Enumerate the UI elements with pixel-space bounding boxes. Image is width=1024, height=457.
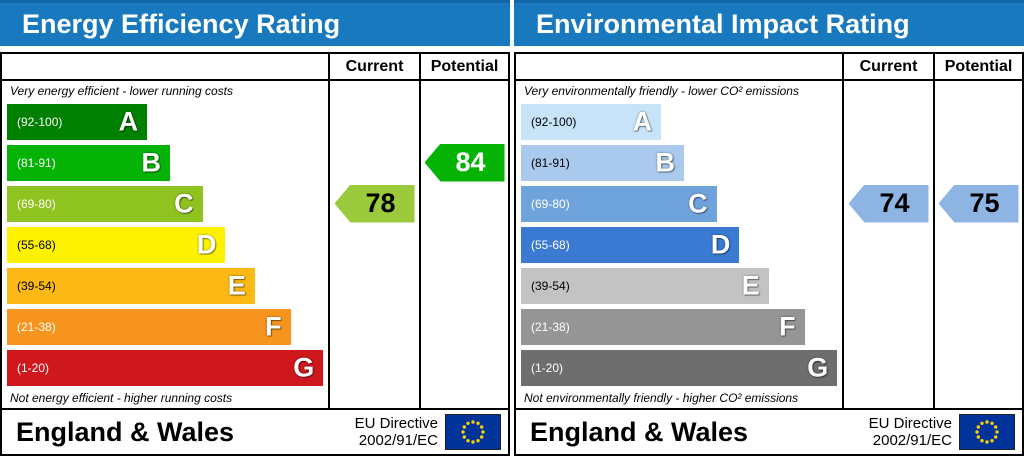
environmental-band-f: (21-38) F: [521, 308, 805, 345]
energy-band-row-b: (81-91) B 84: [2, 142, 508, 183]
environmental-potential-arrow: 75: [938, 184, 1019, 223]
eu-directive-label: EU Directive 2002/91/EC: [354, 414, 438, 449]
environmental-header-row: Current Potential: [516, 54, 1022, 81]
energy-band-f: (21-38) F: [7, 308, 291, 345]
environmental-band-row-d: (55-68) D: [516, 224, 1022, 265]
energy-panel-title: Energy Efficiency Rating: [0, 0, 510, 46]
energy-band-row-g: (1-20) G: [2, 347, 508, 388]
environmental-band-row-a: (92-100) A: [516, 101, 1022, 142]
band-range: (81-91): [17, 155, 56, 170]
band-range: (21-38): [531, 319, 570, 334]
energy-footer: England & Wales EU Directive 2002/91/EC: [2, 408, 508, 454]
environmental-band-a: (92-100) A: [521, 103, 662, 140]
environmental-band-row-c: (69-80) C 74 75: [516, 183, 1022, 224]
energy-caption-bottom-row: Not energy efficient - higher running co…: [2, 388, 508, 408]
band-letter: E: [741, 270, 760, 300]
energy-band-e: (39-54) E: [7, 267, 255, 304]
region-label: England & Wales: [530, 416, 749, 447]
environmental-band-g: (1-20) G: [521, 349, 838, 386]
band-letter: A: [632, 106, 653, 136]
environmental-band-e: (39-54) E: [521, 267, 769, 304]
environmental-footer: England & Wales EU Directive 2002/91/EC: [516, 408, 1022, 454]
energy-band-row-a: (92-100) A: [2, 101, 508, 142]
energy-band-row-f: (21-38) F: [2, 306, 508, 347]
environmental-band-row-f: (21-38) F: [516, 306, 1022, 347]
environmental-band-row-b: (81-91) B: [516, 142, 1022, 183]
environmental-band-c: (69-80) C: [521, 185, 717, 222]
energy-band-row-d: (55-68) D: [2, 224, 508, 265]
environmental-header-spacer: [516, 54, 844, 79]
region-label: England & Wales: [16, 416, 235, 447]
environmental-table: Current Potential Very environmentally f…: [514, 52, 1024, 456]
environmental-caption-top: Very environmentally friendly - lower CO…: [516, 81, 844, 101]
band-range: (69-80): [17, 196, 56, 211]
eu-directive-label: EU Directive 2002/91/EC: [868, 414, 952, 449]
band-range: (81-91): [531, 155, 570, 170]
energy-band-row-e: (39-54) E: [2, 265, 508, 306]
eu-flag-icon: [959, 414, 1015, 450]
band-letter: A: [118, 106, 139, 136]
energy-band-d: (55-68) D: [7, 226, 226, 263]
band-letter: B: [141, 147, 162, 177]
energy-current-arrow: 78: [334, 184, 415, 223]
environmental-caption-bottom: Not environmentally friendly - higher CO…: [516, 388, 844, 408]
band-range: (21-38): [17, 319, 56, 334]
band-letter: F: [779, 311, 796, 341]
energy-caption-bottom: Not energy efficient - higher running co…: [2, 388, 330, 408]
environmental-potential-header: Potential: [933, 54, 1022, 79]
band-letter: G: [807, 352, 829, 382]
energy-band-row-c: (69-80) C 78: [2, 183, 508, 224]
environmental-current-header: Current: [859, 57, 918, 75]
environmental-impact-panel: Environmental Impact Rating Current Pote…: [514, 0, 1024, 456]
environmental-band-d: (55-68) D: [521, 226, 740, 263]
environmental-caption-bottom-row: Not environmentally friendly - higher CO…: [516, 388, 1022, 408]
environmental-panel-title: Environmental Impact Rating: [514, 0, 1024, 46]
band-range: (92-100): [17, 114, 63, 129]
environmental-caption-top-row: Very environmentally friendly - lower CO…: [516, 81, 1022, 101]
band-letter: F: [265, 311, 282, 341]
energy-potential-header: Potential: [419, 54, 508, 79]
energy-current-header: Current: [345, 57, 404, 75]
band-range: (55-68): [17, 237, 56, 252]
energy-caption-top-row: Very energy efficient - lower running co…: [2, 81, 508, 101]
band-range: (39-54): [531, 278, 570, 293]
environmental-band-b: (81-91) B: [521, 144, 684, 181]
band-range: (1-20): [531, 360, 564, 375]
energy-header-spacer: [2, 54, 330, 79]
energy-caption-top: Very energy efficient - lower running co…: [2, 81, 330, 101]
energy-band-g: (1-20) G: [7, 349, 324, 386]
eu-flag-icon: [445, 414, 501, 450]
environmental-band-row-e: (39-54) E: [516, 265, 1022, 306]
band-range: (39-54): [17, 278, 56, 293]
band-letter: D: [710, 229, 731, 259]
band-letter: C: [174, 188, 194, 218]
band-letter: B: [655, 147, 676, 177]
energy-efficiency-panel: Energy Efficiency Rating Current Potenti…: [0, 0, 510, 456]
band-letter: E: [227, 270, 246, 300]
energy-table: Current Potential Very energy efficient …: [0, 52, 510, 456]
energy-potential-arrow: 84: [424, 143, 505, 182]
band-letter: C: [688, 188, 708, 218]
energy-band-a: (92-100) A: [7, 103, 148, 140]
environmental-band-row-g: (1-20) G: [516, 347, 1022, 388]
energy-header-row: Current Potential: [2, 54, 508, 81]
band-range: (92-100): [531, 114, 577, 129]
environmental-current-arrow: 74: [848, 184, 929, 223]
energy-band-b: (81-91) B: [7, 144, 170, 181]
band-letter: D: [196, 229, 217, 259]
band-range: (1-20): [17, 360, 50, 375]
band-letter: G: [293, 352, 315, 382]
energy-band-c: (69-80) C: [7, 185, 203, 222]
band-range: (69-80): [531, 196, 570, 211]
band-range: (55-68): [531, 237, 570, 252]
